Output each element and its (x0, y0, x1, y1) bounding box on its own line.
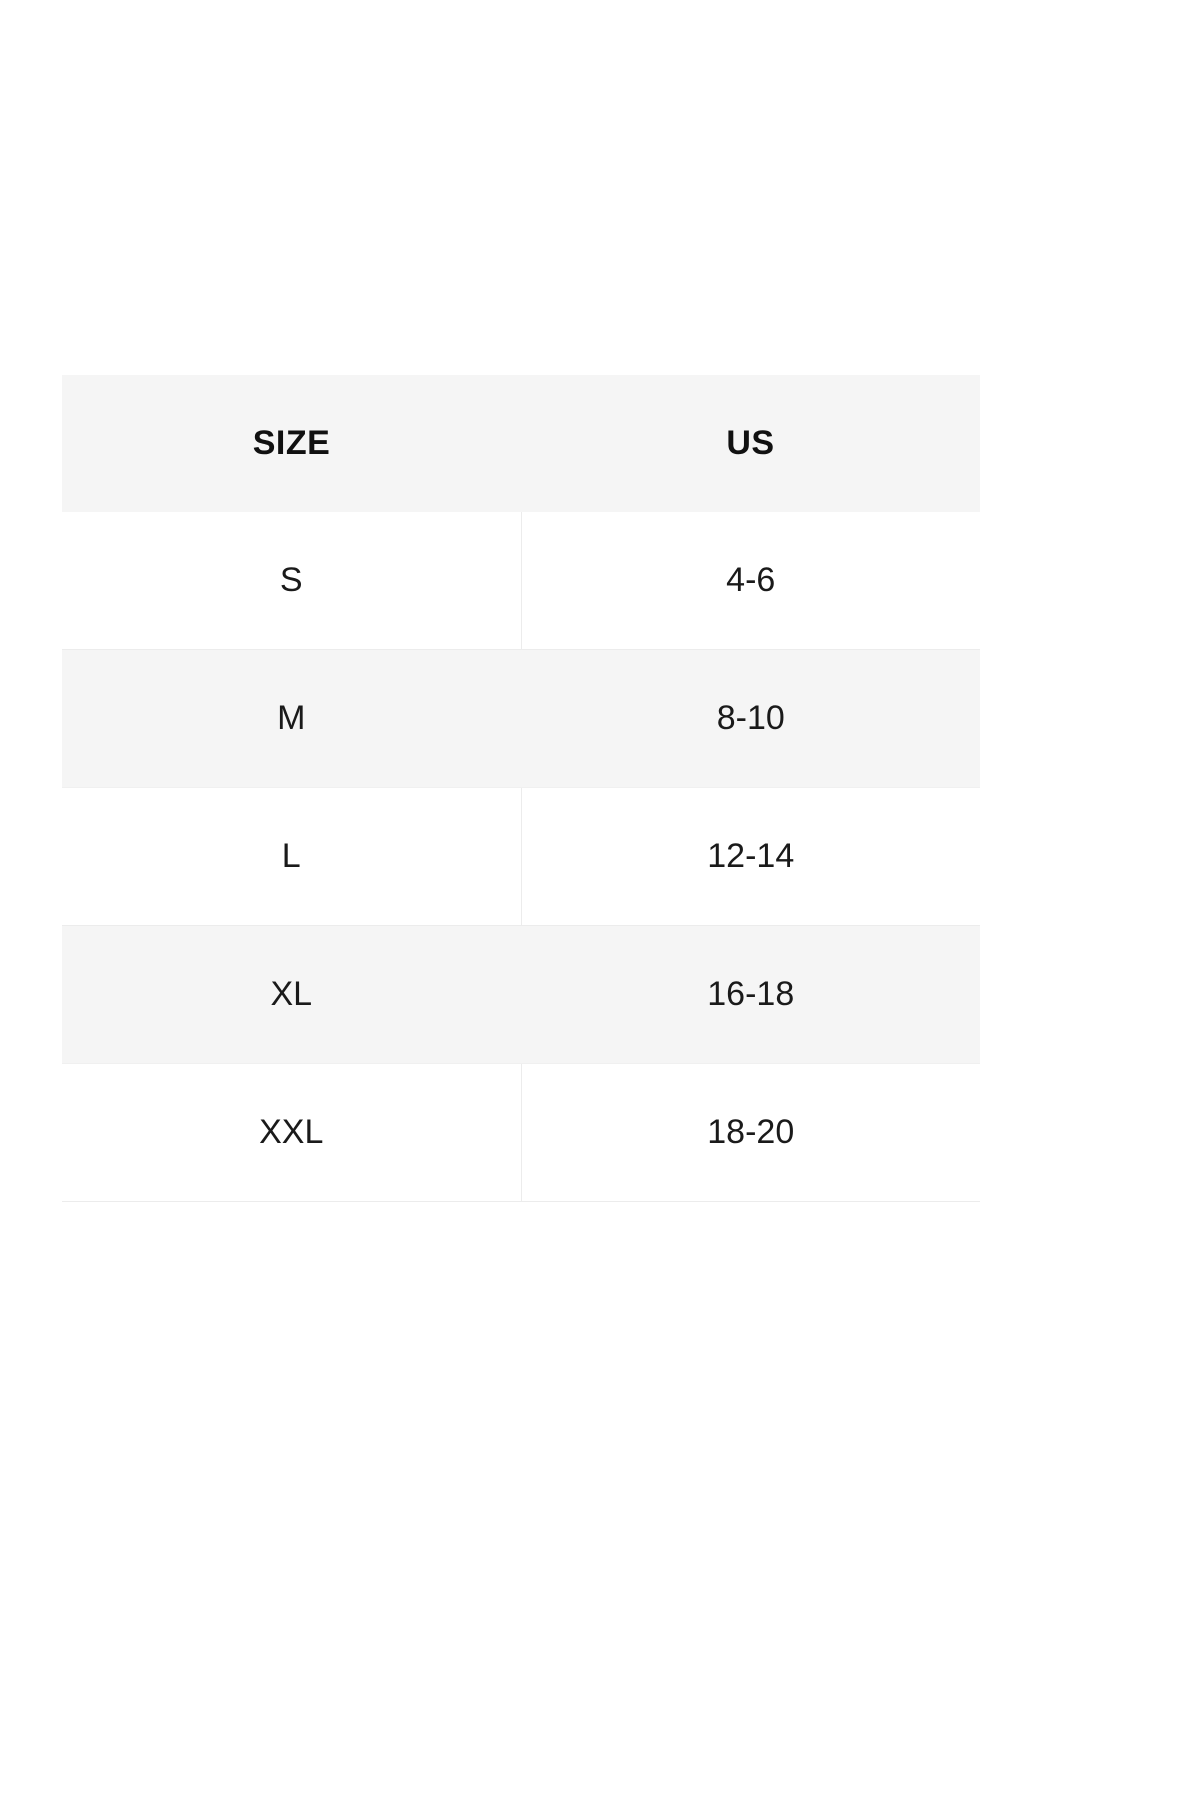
cell-us: 12-14 (521, 787, 980, 926)
cell-size: M (62, 649, 521, 788)
table-row: M 8-10 (62, 649, 980, 788)
cell-us: 16-18 (521, 925, 980, 1064)
cell-size: L (62, 787, 522, 926)
cell-size: XL (62, 925, 521, 1064)
table-row: XL 16-18 (62, 925, 980, 1064)
column-header-us: US (521, 375, 980, 512)
table-header-row: SIZE US (62, 375, 980, 512)
table-row: S 4-6 (62, 512, 980, 650)
cell-us: 18-20 (521, 1063, 980, 1202)
table-body: S 4-6 M 8-10 L 12-14 XL 16-18 XXL 18-2 (62, 512, 980, 1202)
table-row: L 12-14 (62, 787, 980, 926)
size-chart-container: SIZE US S 4-6 M 8-10 L 12-14 XL (62, 375, 980, 1202)
table-row: XXL 18-20 (62, 1063, 980, 1202)
cell-us: 8-10 (521, 649, 980, 788)
cell-us: 4-6 (521, 512, 980, 650)
size-chart-table: SIZE US S 4-6 M 8-10 L 12-14 XL (62, 375, 980, 1202)
column-header-size: SIZE (62, 375, 521, 512)
cell-size: S (62, 512, 522, 650)
table-header: SIZE US (62, 375, 980, 512)
cell-size: XXL (62, 1063, 522, 1202)
